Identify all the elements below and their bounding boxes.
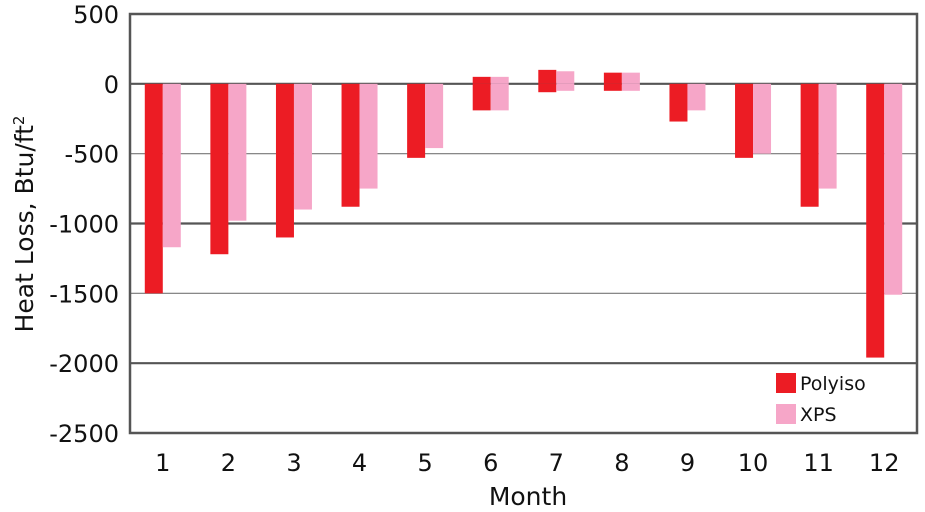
bar-xps-loss (818, 83, 837, 189)
x-tick-labels: 1 2 3 4 5 6 7 8 9 10 11 12 (155, 449, 899, 477)
plot-frame (128, 12, 919, 435)
bar-polyiso-loss (341, 83, 360, 207)
y-axis-title: Heat Loss, Btu/ft2 (10, 116, 39, 333)
y-tick-label: 500 (73, 1, 119, 29)
x-tick-label: 4 (352, 449, 367, 477)
y-tick-label: -2500 (49, 420, 119, 448)
x-tick-label: 12 (869, 449, 900, 477)
x-tick-label: 11 (803, 449, 834, 477)
y-axis-title-superscript: 2 (10, 116, 28, 126)
bar-polyiso-loss (800, 83, 819, 207)
bar-polyiso-gain (538, 69, 557, 84)
x-tick-label: 3 (286, 449, 301, 477)
bar-polyiso-loss (144, 83, 163, 294)
y-tick-label: -500 (65, 141, 119, 169)
bar-xps-loss (425, 83, 444, 149)
bar-xps-loss (687, 83, 706, 111)
bar-xps-loss (162, 83, 181, 248)
x-tick-label: 7 (549, 449, 564, 477)
gridlines (130, 82, 917, 365)
x-tick-label: 1 (155, 449, 170, 477)
bar-xps-gain (490, 76, 509, 84)
bar-xps-loss (359, 83, 378, 189)
bar-xps-loss (556, 83, 575, 91)
bar-polyiso-loss (275, 83, 294, 238)
y-tick-label: -1500 (49, 280, 119, 308)
x-tick-label: 5 (417, 449, 432, 477)
x-tick-label: 8 (614, 449, 629, 477)
legend-label-polyiso: Polyiso (800, 373, 866, 395)
y-tick-label: 0 (104, 71, 119, 99)
bar-polyiso-gain (603, 72, 622, 84)
legend-label-xps: XPS (800, 404, 837, 426)
x-axis-title: Month (489, 482, 567, 511)
bar-polyiso-loss (538, 83, 557, 93)
legend-swatch-xps (776, 404, 796, 424)
y-axis-title-main: Heat Loss, Btu/ft (10, 125, 39, 333)
bar-polyiso-loss (210, 83, 229, 255)
bar-xps-loss (753, 83, 772, 154)
bar-xps-loss (293, 83, 312, 210)
x-tick-label: 10 (738, 449, 769, 477)
bar-xps-loss (884, 83, 903, 295)
bars (144, 69, 903, 358)
x-tick-label: 9 (680, 449, 695, 477)
bar-xps-gain (621, 72, 640, 84)
bar-xps-loss (621, 83, 640, 91)
bar-polyiso-loss (866, 83, 885, 358)
x-tick-label: 2 (221, 449, 236, 477)
bar-polyiso-loss (472, 83, 491, 111)
bar-xps-gain (556, 71, 575, 84)
bar-xps-loss (490, 83, 509, 111)
bar-polyiso-loss (669, 83, 688, 122)
bar-xps-loss (228, 83, 247, 221)
bar-polyiso-loss (603, 83, 622, 91)
bar-polyiso-loss (735, 83, 754, 158)
y-tick-labels: 500 0 -500 -1000 -1500 -2000 -2500 (49, 1, 119, 448)
y-tick-label: -1000 (49, 211, 119, 239)
x-tick-label: 6 (483, 449, 498, 477)
bar-polyiso-loss (407, 83, 426, 158)
y-tick-label: -2000 (49, 350, 119, 378)
legend: Polyiso XPS (776, 373, 866, 426)
legend-swatch-polyiso (776, 373, 796, 393)
bar-polyiso-gain (472, 76, 491, 84)
